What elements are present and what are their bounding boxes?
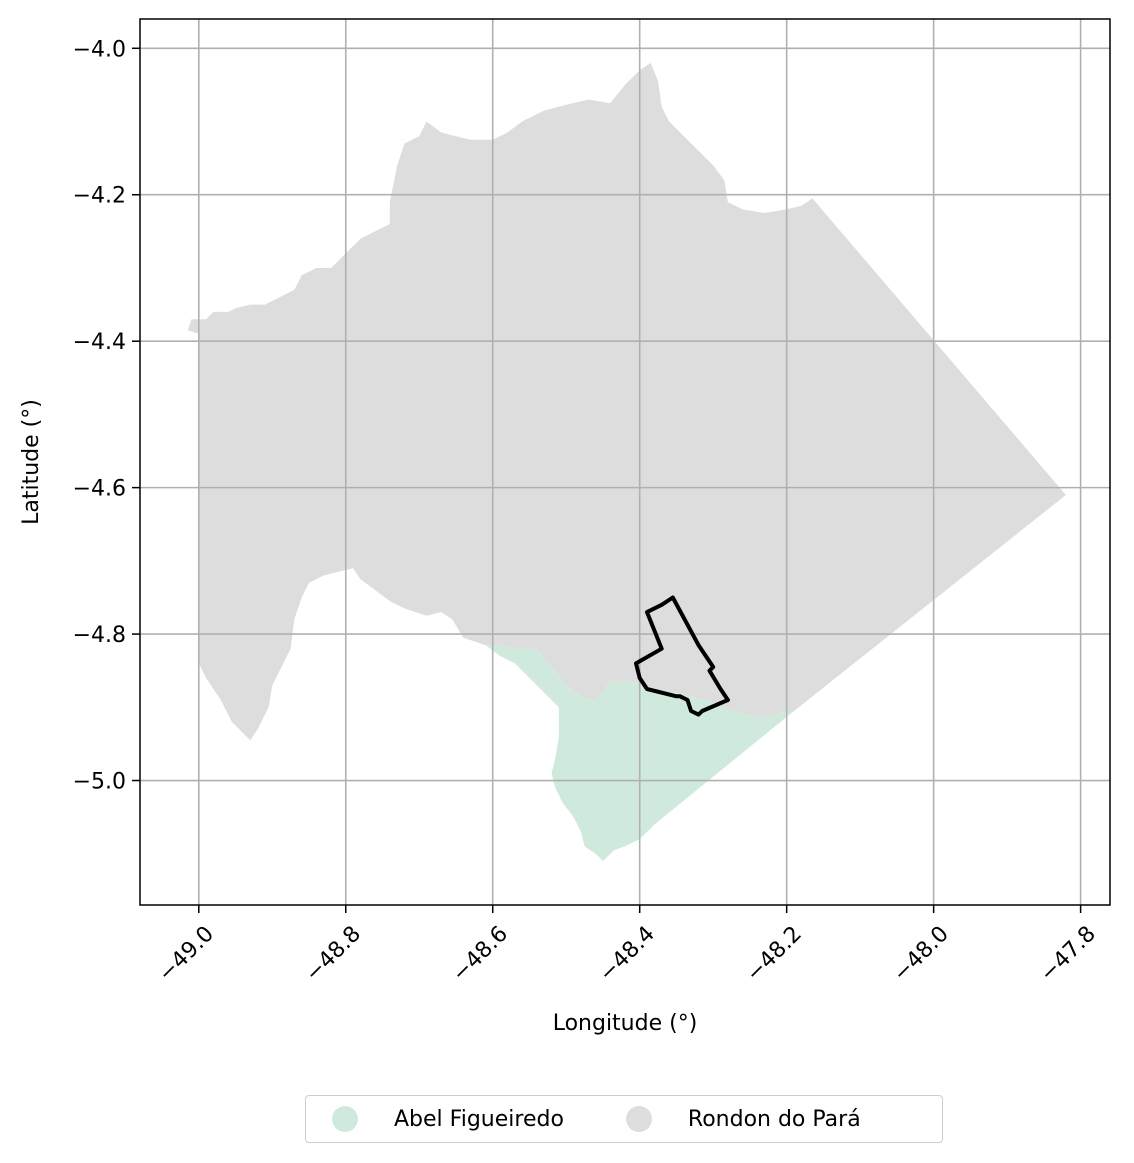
legend: Abel Figueiredo Rondon do Pará [305, 1095, 943, 1143]
y-axis-ticks: −4.0 −4.2 −4.4 −4.6 −4.8 −5.0 [73, 37, 140, 795]
y-tick-label: −4.0 [73, 37, 126, 62]
y-tick-label: −4.8 [73, 623, 126, 648]
x-tick-label: −47.8 [1035, 922, 1100, 987]
legend-swatch-abel-figueiredo [332, 1106, 358, 1132]
legend-item-rondon-do-para: Rondon do Pará [625, 1106, 861, 1132]
x-tick-label: −48.4 [595, 922, 660, 987]
y-tick-label: −5.0 [73, 770, 126, 795]
outline-layer [634, 595, 730, 717]
x-axis-ticks: −49.0 −48.8 −48.6 −48.4 −48.2 −48.0 −47.8 [154, 905, 1101, 987]
highlight-outline [634, 595, 730, 717]
legend-label-rondon-do-para: Rondon do Pará [687, 1106, 861, 1132]
legend-swatch-rondon-do-para [625, 1106, 652, 1132]
x-tick-label: −48.8 [301, 922, 366, 987]
y-tick-label: −4.6 [73, 477, 126, 502]
y-tick-label: −4.2 [73, 184, 126, 209]
legend-label-abel-figueiredo: Abel Figueiredo [394, 1106, 564, 1132]
y-tick-label: −4.4 [73, 330, 126, 355]
plot-frame [139, 18, 1111, 906]
x-axis-label: Longitude (°) [553, 1011, 698, 1036]
x-tick-label: −48.6 [448, 922, 513, 987]
x-tick-label: −48.0 [889, 922, 954, 987]
y-axis-label: Latitude (°) [19, 399, 44, 525]
grid-layer [140, 19, 1110, 905]
legend-item-abel-figueiredo: Abel Figueiredo [332, 1106, 564, 1132]
x-tick-label: −48.2 [742, 922, 807, 987]
x-tick-label: −49.0 [154, 922, 219, 987]
region-rondon-do-para [187, 62, 1066, 741]
